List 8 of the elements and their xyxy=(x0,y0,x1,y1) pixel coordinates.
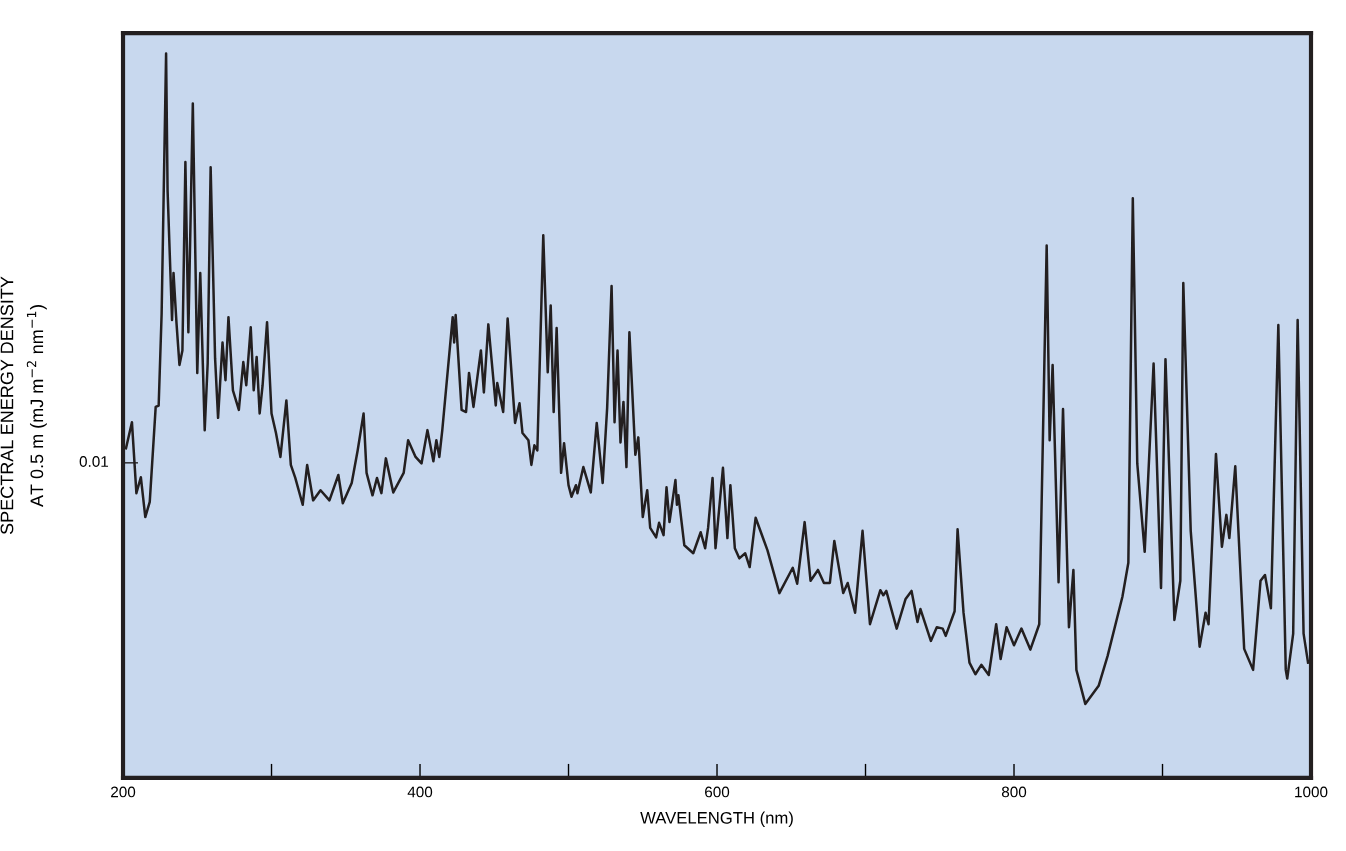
x-tick-label: 400 xyxy=(407,786,433,798)
x-tick-label: 600 xyxy=(705,786,730,798)
x-axis-title: WAVELENGTH (nm) xyxy=(640,811,793,828)
x-tick-label: 800 xyxy=(1001,786,1027,798)
text: 0.01 xyxy=(79,456,109,467)
x-tick-label: 200 xyxy=(111,786,136,798)
y-axis-title: SPECTRAL ENERGY DENSITY AT 0.5 m (mJ m$^{−2}$ nm$^{−1}$) xyxy=(0,276,47,535)
x-tick-label: 1000 xyxy=(1295,786,1328,798)
